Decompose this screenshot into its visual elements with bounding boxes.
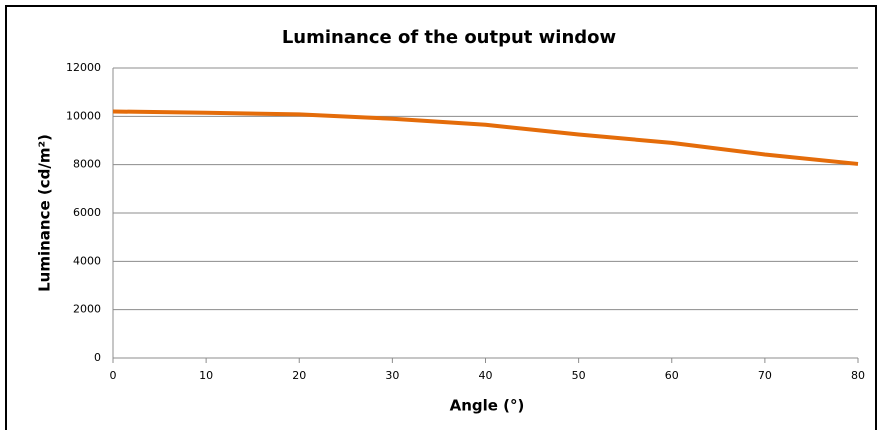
x-tick-label: 20	[292, 369, 306, 382]
y-tick-label: 4000	[73, 254, 101, 267]
x-tick-label: 80	[851, 369, 865, 382]
x-tick-label: 10	[199, 369, 213, 382]
x-tick-label: 30	[385, 369, 399, 382]
y-tick-label: 8000	[73, 158, 101, 171]
x-tick-label: 70	[758, 369, 772, 382]
y-tick-label: 6000	[73, 206, 101, 219]
y-tick-label: 0	[94, 351, 101, 364]
y-axis-label: Luminance (cd/m²)	[36, 134, 54, 292]
x-tick-label: 40	[479, 369, 493, 382]
y-tick-label: 2000	[73, 303, 101, 316]
x-axis-label: Angle (°)	[450, 397, 525, 415]
x-tick-label: 60	[665, 369, 679, 382]
x-tick-label: 0	[110, 369, 117, 382]
chart-frame	[5, 5, 877, 430]
y-tick-label: 10000	[66, 109, 101, 122]
data-line	[112, 109, 859, 166]
chart-title: Luminance of the output window	[282, 27, 616, 48]
x-tick-label: 50	[572, 369, 586, 382]
y-tick-label: 12000	[66, 61, 101, 74]
